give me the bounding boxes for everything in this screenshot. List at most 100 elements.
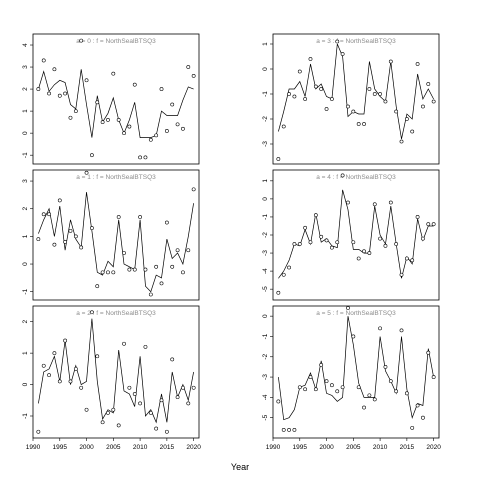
observed-point [367,87,372,91]
observed-point [308,240,313,245]
y-tick-label: -1 [22,288,29,294]
panel-3: a = 4 : f = NorthSealBTSQ3 -5 -4 -3 -2 -1 0 1 [262,169,440,301]
panel-data [276,173,436,295]
observed-point [421,415,425,420]
observed-point [106,410,110,415]
y-tick-label: 0 [22,131,29,135]
observed-point [351,240,356,245]
observed-point [431,99,436,104]
observed-point [346,200,350,205]
observed-point [84,407,89,412]
panel-frame [272,33,440,165]
observed-point [68,115,73,120]
y-tick-label: -2 [262,116,269,122]
x-tick-label: 2015 [160,444,175,451]
y-tick-label: 0 [262,314,269,318]
observed-point [164,220,169,225]
panel-data [36,38,196,160]
observed-point [431,375,436,379]
observed-point [106,270,110,275]
observed-point [367,251,372,255]
y-tick-label: 0 [22,262,29,266]
observed-point [362,405,366,410]
x-axis-label: Year [231,462,249,472]
observed-point [170,357,175,362]
observed-point [57,93,62,98]
observed-point [116,215,121,219]
observed-point [351,334,356,339]
observed-point [297,385,302,390]
observed-point [415,215,420,219]
observed-point [287,92,291,96]
panel-5: a = 5 : f = NorthSealBTSQ3 -5 -4 -3 -2 -1 0 199… [262,305,441,451]
observed-point [159,87,164,91]
observed-point [159,398,164,403]
observed-point [399,139,404,144]
observed-point [47,91,51,96]
y-tick-label: -3 [262,374,269,380]
observed-point [100,420,105,425]
fitted-line [38,192,194,293]
x-tick-label: 1990 [26,444,41,451]
y-tick-label: 2 [22,207,29,211]
observed-point [404,117,409,121]
observed-point [79,385,84,390]
observed-point [367,393,372,398]
panel-frame [32,305,200,439]
observed-point [111,407,116,412]
observed-point [292,242,297,246]
observed-point [111,71,116,76]
panel-title: a = 0 : f = NorthSealBTSQ3 [76,38,156,45]
observed-point [95,100,100,105]
observed-point [100,270,105,275]
observed-point [415,62,420,66]
observed-point [303,97,308,101]
observed-point [303,387,308,392]
observed-point [324,379,329,384]
observed-point [84,78,89,83]
observed-point [297,242,302,246]
observed-point [127,267,132,272]
observed-point [394,389,399,394]
observed-point [36,87,41,91]
panel-data [36,170,196,297]
observed-point [186,248,191,253]
observed-point [73,234,78,239]
observed-point [372,92,377,96]
observed-point [394,109,399,114]
panel-4: a = 2 : f = NorthSealBTSQ3 -1 0 1 2 1990 1995 2… [22,305,201,451]
fitted-line [278,316,434,421]
observed-point [388,59,393,64]
observed-point [356,385,361,390]
observed-point [415,403,420,408]
observed-point [57,198,62,203]
y-tick-label: 1 [22,109,29,113]
fitted-line [278,189,434,279]
observed-point [340,385,345,390]
panel-1: a = 3 : f = NorthSealBTSQ3 -3 -2 -1 0 1 [262,33,440,165]
observed-point [116,118,121,122]
panel-title: a = 2 : f = NorthSealBTSQ3 [76,310,156,317]
observed-point [154,133,159,138]
observed-point [319,87,324,91]
observed-point [143,267,148,272]
observed-point [324,238,329,243]
observed-point [148,137,153,142]
observed-point [127,385,132,390]
observed-point [181,385,185,390]
observed-point [79,38,84,43]
observed-point [47,373,51,378]
observed-point [41,58,46,63]
observed-point [335,39,340,44]
observed-point [52,67,57,72]
observed-point [276,290,281,295]
observed-point [143,155,148,160]
observed-point [84,170,89,175]
observed-point [378,326,382,331]
x-tick-label: 1995 [293,444,308,451]
panel-frame [32,169,200,301]
observed-point [95,284,100,289]
observed-point [308,57,313,61]
y-tick-label: 3 [22,65,29,69]
x-tick-label: 1990 [266,444,281,451]
